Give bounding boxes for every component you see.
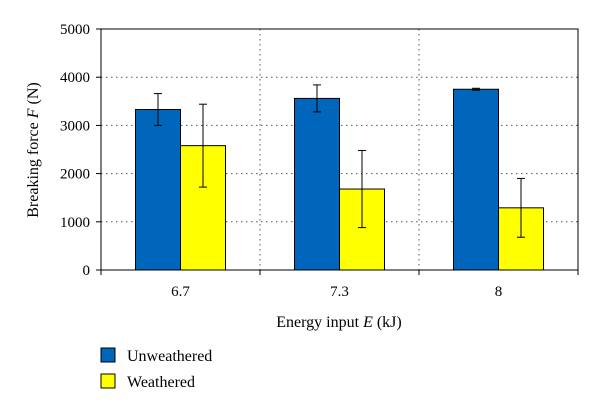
y-tick-label: 3000 (60, 118, 90, 134)
y-tick-label: 0 (83, 263, 91, 279)
bar-unweathered-7.3 (294, 97, 340, 271)
legend: Unweathered Weathered (100, 347, 212, 391)
bar-unweathered-8 (453, 88, 499, 271)
x-tick-label: 8 (495, 284, 503, 300)
y-axis: 0 1000 2000 3000 4000 5000 (60, 22, 101, 279)
x-tick-label: 7.3 (330, 284, 349, 300)
x-axis: 6.7 7.3 8 (100, 270, 579, 300)
gridlines (101, 29, 578, 270)
x-axis-title: Energy input E (kJ) (276, 314, 401, 331)
legend-swatch-weathered (100, 373, 116, 389)
bar-unweathered-6.7 (135, 108, 181, 271)
y-tick-label: 4000 (60, 70, 90, 86)
y-axis-title: Breaking force F (N) (25, 82, 42, 218)
y-tick-label: 5000 (60, 22, 90, 38)
error-bars (154, 84, 525, 238)
legend-swatch-unweathered (100, 347, 116, 363)
y-tick-label: 1000 (60, 215, 90, 231)
legend-label-weathered: Weathered (127, 374, 195, 391)
legend-label-unweathered: Unweathered (127, 348, 212, 365)
y-tick-label: 2000 (60, 167, 90, 183)
bars (135, 88, 544, 271)
x-tick-label: 6.7 (171, 284, 190, 300)
